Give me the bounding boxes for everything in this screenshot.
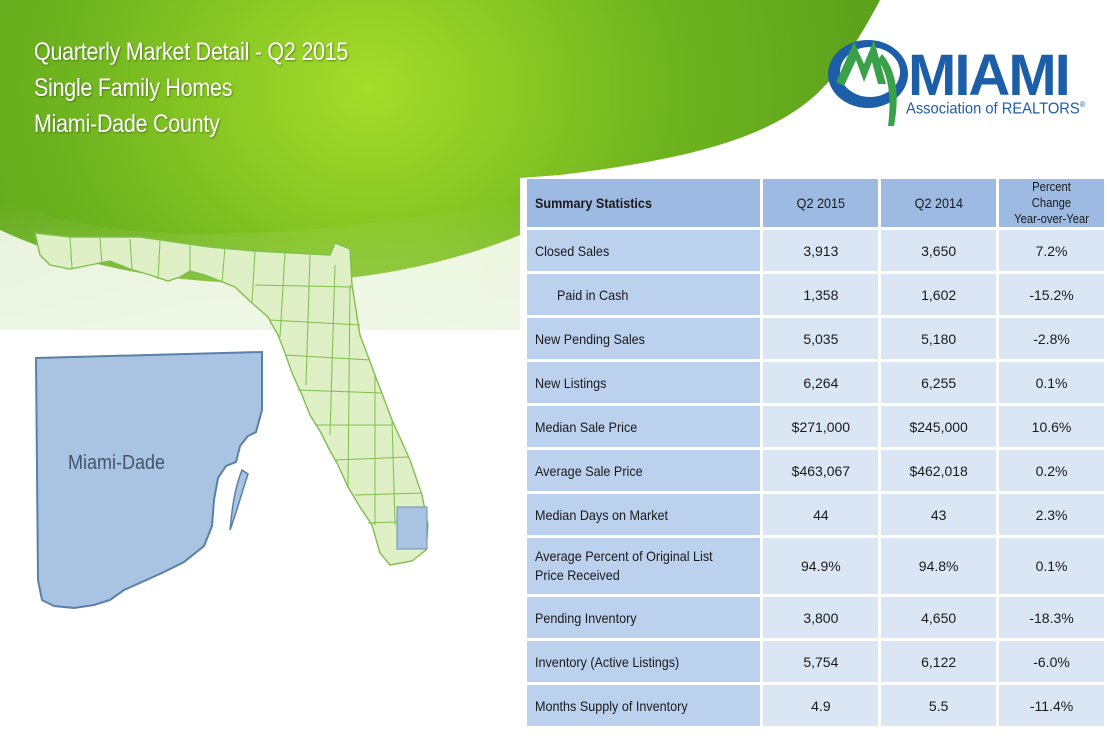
row-prior-value: 4,650 [881,597,997,638]
header-prior-text: Q2 2014 [914,195,963,211]
header-q2-2014: Q2 2014 [881,179,997,227]
table-row: New Listings 6,264 6,255 0.1% [527,362,1104,403]
table-row: Median Sale Price $271,000 $245,000 10.6… [527,406,1104,447]
title-line-3: Miami-Dade County [34,110,220,138]
table-row: Paid in Cash 1,358 1,602 -15.2% [527,274,1104,315]
row-percent-change: 0.2% [999,450,1104,491]
table-row: Average Sale Price $463,067 $462,018 0.2… [527,450,1104,491]
row-label-text: New Listings [535,374,607,391]
title-line-1: Quarterly Market Detail - Q2 2015 [34,38,349,66]
row-current-value: $463,067 [763,450,879,491]
table-row: Inventory (Active Listings) 5,754 6,122 … [527,641,1104,682]
row-percent-change: 0.1% [999,362,1104,403]
row-label: New Listings [527,362,761,403]
row-percent-change: 10.6% [999,406,1104,447]
row-prior-value: 94.8% [881,538,997,594]
header-change-line1: Percent Change [1031,180,1072,210]
logo-subtitle-text: Association of REALTORS [906,100,1080,118]
header-percent-change: Percent Change Year-over-Year [999,179,1104,227]
header-current-text: Q2 2015 [796,195,846,211]
row-label-text: Inventory (Active Listings) [535,653,680,670]
row-label: Months Supply of Inventory [527,685,761,726]
table-row: New Pending Sales 5,035 5,180 -2.8% [527,318,1104,359]
row-label-text: Months Supply of Inventory [535,697,688,714]
row-prior-value: 6,122 [881,641,997,682]
row-percent-change: -15.2% [999,274,1104,315]
table-row: Closed Sales 3,913 3,650 7.2% [527,230,1104,271]
row-label: Average Sale Price [527,450,761,491]
row-prior-value: $245,000 [881,406,997,447]
row-percent-change: -18.3% [999,597,1104,638]
row-current-value: 6,264 [763,362,879,403]
row-label: Inventory (Active Listings) [527,641,761,682]
row-label: Average Percent of Original List Price R… [527,538,761,594]
registered-mark: ® [1079,100,1086,109]
table-header-row: Summary Statistics Q2 2015 Q2 2014 Perce… [527,179,1104,227]
header-summary-statistics: Summary Statistics [527,179,761,227]
header-q2-2015: Q2 2015 [763,179,879,227]
row-label-text: Closed Sales [535,242,610,259]
miami-dade-county-shape [34,350,263,610]
row-percent-change: 7.2% [999,230,1104,271]
row-percent-change: -2.8% [999,318,1104,359]
row-current-value: 44 [763,494,879,535]
map-region-label: Miami-Dade [68,452,166,474]
row-current-value: 4.9 [763,685,879,726]
row-prior-value: $462,018 [881,450,997,491]
row-label: Paid in Cash [527,274,761,315]
row-prior-value: 43 [881,494,997,535]
row-label-text: Median Days on Market [535,506,669,523]
report-title: Quarterly Market Detail - Q2 2015 Single… [34,34,348,142]
row-prior-value: 1,602 [881,274,997,315]
row-label: New Pending Sales [527,318,761,359]
row-current-value: 5,754 [763,641,879,682]
table-row: Pending Inventory 3,800 4,650 -18.3% [527,597,1104,638]
row-prior-value: 3,650 [881,230,997,271]
table-row: Median Days on Market 44 43 2.3% [527,494,1104,535]
row-label-text: Paid in Cash [557,286,629,303]
title-line-2: Single Family Homes [34,74,233,102]
logo-subtitle: Association of REALTORS® [906,100,1085,118]
row-current-value: $271,000 [763,406,879,447]
florida-county-map [34,232,429,566]
row-label-text: Median Sale Price [535,418,638,435]
table-row: Average Percent of Original List Price R… [527,538,1104,594]
row-current-value: 5,035 [763,318,879,359]
summary-statistics-table: Summary Statistics Q2 2015 Q2 2014 Perce… [524,176,1107,729]
row-percent-change: -6.0% [999,641,1104,682]
row-current-value: 3,913 [763,230,879,271]
header-change-line2: Year-over-Year [1014,212,1089,226]
row-prior-value: 6,255 [881,362,997,403]
row-label-text: New Pending Sales [535,330,645,347]
row-label-text: Pending Inventory [535,609,637,626]
row-percent-change: 2.3% [999,494,1104,535]
row-percent-change: 0.1% [999,538,1104,594]
row-prior-value: 5,180 [881,318,997,359]
row-prior-value: 5.5 [881,685,997,726]
florida-state-outline [34,232,429,566]
header-metric-text: Summary Statistics [535,195,652,211]
table-row: Months Supply of Inventory 4.9 5.5 -11.4… [527,685,1104,726]
logo-wordmark: MIAMI [908,43,1071,108]
row-current-value: 94.9% [763,538,879,594]
miami-dade-inset-highlight [396,506,428,550]
logo-emblem-icon [828,40,908,126]
row-percent-change: -11.4% [999,685,1104,726]
miami-realtors-logo: MIAMI Association of REALTORS® [826,30,1096,160]
row-label: Pending Inventory [527,597,761,638]
row-label-text: Average Percent of Original List Price R… [535,548,713,583]
row-current-value: 3,800 [763,597,879,638]
row-label: Closed Sales [527,230,761,271]
row-current-value: 1,358 [763,274,879,315]
row-label: Median Days on Market [527,494,761,535]
row-label: Median Sale Price [527,406,761,447]
row-label-text: Average Sale Price [535,462,643,479]
